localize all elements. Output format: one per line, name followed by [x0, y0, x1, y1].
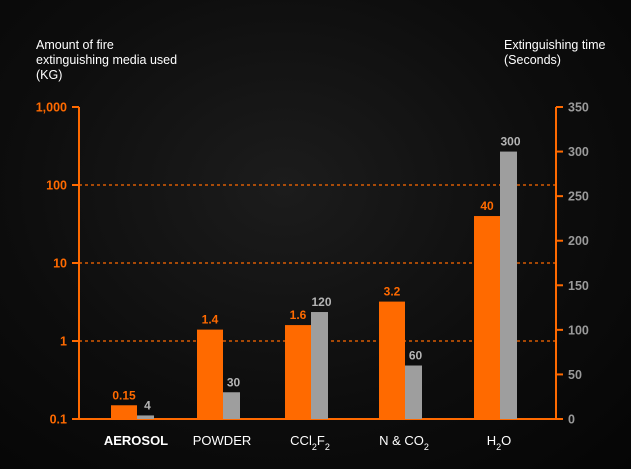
right-tick-label: 200: [568, 234, 589, 248]
bar-media-used: [474, 216, 500, 419]
category-label: POWDER: [193, 433, 252, 448]
bar-media-used-label: 1.6: [290, 308, 307, 322]
bar-extinguishing-time: [500, 151, 517, 420]
left-tick-label: 100: [46, 179, 67, 193]
bar-extinguishing-time-label: 300: [500, 135, 520, 149]
bar-media-used-label: 0.15: [112, 388, 136, 402]
right-tick-label: 250: [568, 190, 589, 204]
category-label: H2O: [487, 433, 512, 452]
bar-extinguishing-time: [405, 365, 422, 419]
left-tick-label: 1: [60, 335, 67, 349]
left-axis-title: Amount of fire extinguishing media used …: [36, 38, 178, 82]
right-axis-title: Extinguishing time (Seconds): [504, 38, 606, 67]
bar-extinguishing-time-label: 30: [227, 375, 241, 389]
left-tick-label: 0.1: [50, 413, 67, 427]
bar-extinguishing-time: [137, 415, 154, 419]
left-tick-label: 1,000: [36, 101, 67, 115]
bar-media-used: [111, 405, 137, 419]
category-label: AEROSOL: [104, 433, 168, 448]
category-label: N & CO2: [379, 433, 429, 452]
bar-extinguishing-time-label: 120: [311, 295, 331, 309]
bar-media-used: [285, 325, 311, 419]
left-tick-label: 10: [53, 257, 67, 271]
bar-extinguishing-time: [311, 312, 328, 419]
bar-media-used: [197, 329, 223, 419]
bar-media-used-label: 3.2: [384, 285, 401, 299]
category-label: CCl2F2: [290, 433, 330, 452]
bar-extinguishing-time-label: 4: [144, 398, 151, 412]
right-tick-label: 150: [568, 279, 589, 293]
right-tick-label: 100: [568, 323, 589, 337]
right-tick-label: 0: [568, 413, 575, 427]
bar-extinguishing-time-label: 60: [409, 349, 423, 363]
bar-media-used: [379, 301, 405, 419]
bar-extinguishing-time: [223, 392, 240, 419]
bar-media-used-label: 40: [480, 199, 494, 213]
right-tick-label: 50: [568, 368, 582, 382]
right-tick-label: 300: [568, 145, 589, 159]
bar-media-used-label: 1.4: [202, 313, 219, 327]
right-tick-label: 350: [568, 101, 589, 115]
